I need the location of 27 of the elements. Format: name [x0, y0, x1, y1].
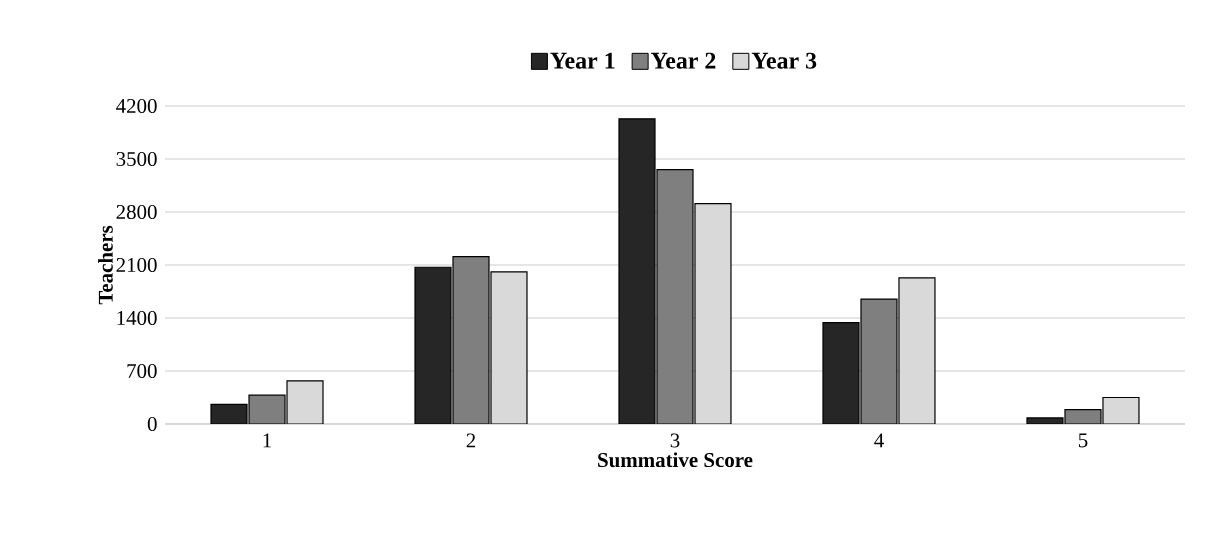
legend-label: Year 1	[550, 52, 615, 69]
y-tick-label: 3500	[116, 151, 157, 167]
x-tick-label: 5	[1078, 433, 1088, 448]
legend-label: Year 2	[651, 52, 716, 69]
y-tick-label: 700	[127, 363, 157, 379]
y-axis-title: Teachers	[98, 225, 113, 305]
legend-label: Year 3	[751, 52, 817, 69]
bar	[898, 277, 936, 424]
x-tick-label: 2	[466, 433, 476, 448]
bar	[618, 118, 656, 424]
x-tick-label: 1	[263, 433, 271, 448]
bar	[452, 256, 490, 424]
bar	[694, 203, 732, 424]
x-tick-label: 4	[874, 433, 884, 448]
bar	[286, 380, 324, 424]
y-tick-label: 2800	[116, 204, 157, 220]
bar	[860, 298, 898, 424]
y-tick-label: 1400	[117, 310, 157, 326]
x-axis-title: Summative Score	[598, 452, 753, 468]
bar	[414, 266, 452, 424]
y-tick-label: 4200	[116, 98, 157, 114]
bar	[656, 168, 694, 424]
bar	[490, 271, 528, 424]
bar	[822, 321, 860, 424]
y-tick-label: 0	[147, 416, 157, 432]
y-tick-label: 2100	[116, 257, 157, 273]
x-tick-label: 3	[670, 433, 680, 448]
